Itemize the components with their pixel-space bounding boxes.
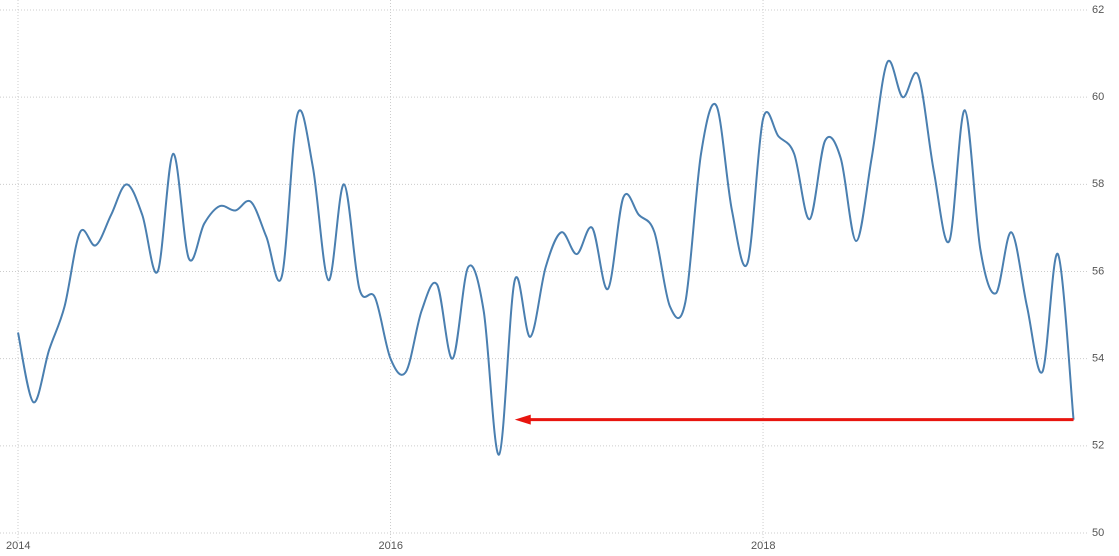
x-tick-label: 2016 [379,540,403,552]
y-tick-label: 58 [1092,178,1104,190]
x-tick-label: 2018 [751,540,775,552]
y-tick-label: 56 [1092,265,1104,277]
x-tick-label: 2014 [6,540,30,552]
y-tick-label: 50 [1092,527,1104,539]
data-line [17,59,1075,456]
y-tick-label: 52 [1092,440,1104,452]
y-tick-label: 60 [1092,91,1104,103]
y-tick-label: 62 [1092,4,1104,16]
y-tick-label: 54 [1092,353,1104,365]
arrow-head [514,414,531,425]
